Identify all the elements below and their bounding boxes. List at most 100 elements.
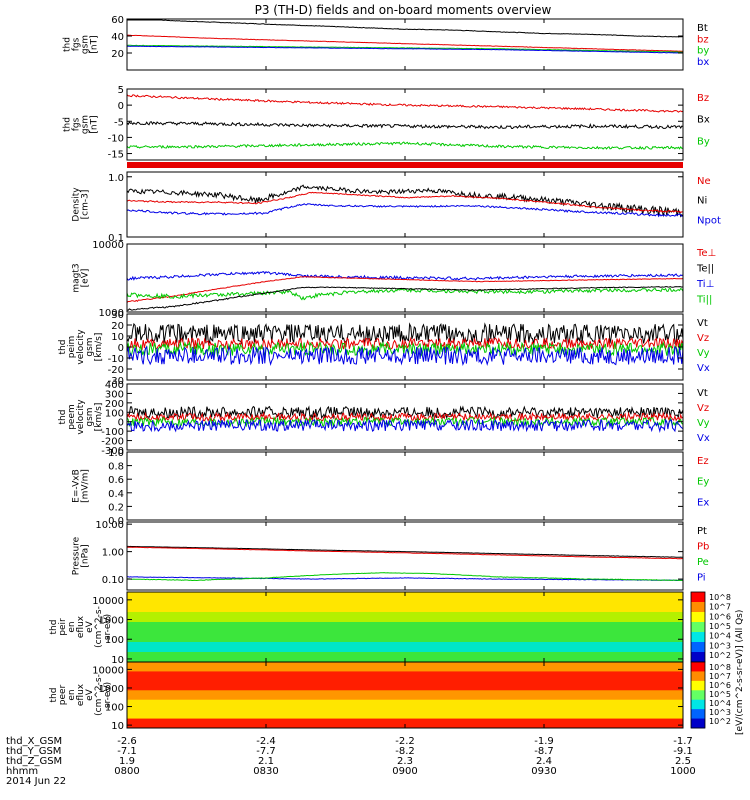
series-Bt (127, 19, 684, 38)
heatmap-band (127, 642, 683, 653)
panel-frame (126, 451, 684, 521)
series-line-bz (126, 34, 684, 52)
series-Bz (126, 94, 684, 113)
series-line-Ne (126, 191, 684, 214)
orbit-row-value: -9.1 (673, 746, 693, 757)
y-tick-label: 100 (105, 408, 124, 419)
y-axis-label: thd peim velocity gsm [km/s] (58, 329, 104, 365)
y-tick-label: 10 (111, 655, 124, 666)
y-tick-label: 0 (118, 101, 124, 112)
y-tick-label: -15 (108, 150, 124, 161)
legend-Pt: Pt (697, 526, 707, 537)
y-tick-label: 0.2 (108, 502, 124, 513)
orbit-row-value: -7.7 (256, 746, 276, 757)
legend-Ti⊥: Ti⊥ (696, 279, 714, 290)
orbit-row-label: thd_Z_GSM (6, 756, 62, 767)
orbit-row-value: 1000 (670, 766, 695, 777)
legend-Ne: Ne (697, 176, 711, 187)
y-axis-label-line: Density (72, 187, 82, 222)
colorbar-tick-label: 10^2 (709, 651, 731, 660)
y-tick-label: -300 (101, 446, 124, 457)
orbit-row-label: thd_Y_GSM (6, 746, 61, 757)
orbit-row-label: 2014 Jun 22 (6, 776, 66, 787)
legend-Ni: Ni (697, 196, 707, 207)
y-axis-label-line: en (67, 621, 77, 632)
orbit-row-label: hhmm (6, 766, 38, 777)
legend-Pe: Pe (697, 557, 709, 568)
y-axis-label-line: gsm (81, 35, 91, 54)
y-tick-label: 100 (105, 703, 124, 714)
panel-10: 10^810^710^610^510^410^310^2 [eV/(cm^2-s-… (49, 610, 745, 735)
y-tick-label: -10 (108, 133, 124, 144)
y-axis-label: thd peir en eflux eV (cm^2-s-sr-eV) (49, 606, 113, 648)
series-line-Ti⊥ (126, 270, 684, 281)
series-line-Vy (126, 340, 684, 358)
panel-3: 1.0 0.1 Density [cm-3] Ne Ni Npot (72, 171, 721, 244)
y-tick-label: 30 (111, 310, 124, 321)
panel-frame (126, 243, 684, 313)
series-line-bx (126, 45, 684, 54)
heatmap-band (127, 699, 683, 710)
y-tick-label: 0.10 (102, 575, 124, 586)
heatmap-band (127, 690, 683, 701)
y-tick-label: 10 (111, 721, 124, 732)
legend-Ez: Ez (697, 456, 709, 467)
y-tick-label: 400 (105, 380, 124, 391)
series-line-Vx (126, 345, 684, 367)
colorbar-tick-label: 10^7 (709, 603, 731, 612)
panel-frame (126, 171, 684, 238)
colorbar-title: [eV/(cm^2-s-sr-eV)] (All Qs) (735, 610, 745, 735)
legend-Ey: Ey (697, 477, 709, 488)
legend-Vz: Vz (697, 403, 709, 414)
colorbar-segment (691, 718, 705, 729)
y-axis-label-line: peir (58, 618, 68, 636)
series-line-Ni (126, 184, 684, 218)
colorbar-segment (691, 699, 705, 710)
colorbar-tick-label: 10^4 (709, 632, 731, 641)
colorbar-segment (691, 632, 705, 643)
series-line-Pe (126, 572, 684, 582)
legend-Vz: Vz (697, 333, 709, 344)
y-axis-label-line: peer (58, 684, 68, 705)
orbit-row-value: -2.6 (117, 736, 137, 747)
y-axis-label-line: sr-eV) (103, 682, 113, 708)
y-tick-label: 1.0 (108, 448, 124, 459)
y-axis-label-line: [nT] (90, 35, 100, 53)
y-tick-label: 1000 (99, 308, 124, 319)
series-Vz (126, 336, 684, 351)
panel-4: 10000 1000 magt3 [eV] Te⊥ Te|| Ti⊥ Ti|| (72, 240, 717, 319)
orbit-row-value: -1.7 (673, 736, 693, 747)
y-tick-label: -10 (108, 354, 124, 365)
y-axis-label-line: [km/s] (94, 333, 104, 362)
orbit-row-value: -8.7 (534, 746, 554, 757)
y-axis-label-line: eflux (76, 683, 86, 706)
heatmap-band (127, 680, 683, 691)
y-axis-label-line: peim (67, 336, 77, 359)
colorbar-tick-label: 10^3 (709, 708, 731, 717)
y-axis-label-line: fgs (72, 37, 82, 51)
y-axis-label-line: velocity (76, 329, 86, 365)
heatmap-band (127, 662, 683, 672)
series-Pe (126, 572, 684, 582)
colorbar-frame (690, 661, 706, 729)
legend-By: By (697, 136, 710, 147)
colorbar-segment (691, 602, 705, 613)
panel-9: 10^810^710^610^510^410^310^2 10000 1000 100… (49, 591, 731, 666)
y-tick-label: -5 (114, 117, 124, 128)
y-axis-label-line: fgs (72, 117, 82, 131)
series-Ti⊥ (126, 270, 684, 281)
y-axis-label-line: Pressure (72, 536, 82, 575)
y-axis-label-line: eV (85, 688, 95, 701)
series-Te⊥ (126, 276, 684, 303)
colorbar-segment (691, 671, 705, 682)
series-Pb (126, 546, 684, 560)
y-tick-label: -20 (108, 365, 124, 376)
series-Ni (126, 184, 684, 218)
colorbar-tick-label: 10^7 (709, 672, 731, 681)
y-tick-label: 20 (111, 321, 124, 332)
legend-Vy: Vy (697, 348, 710, 359)
y-tick-label: 5 (118, 85, 124, 96)
